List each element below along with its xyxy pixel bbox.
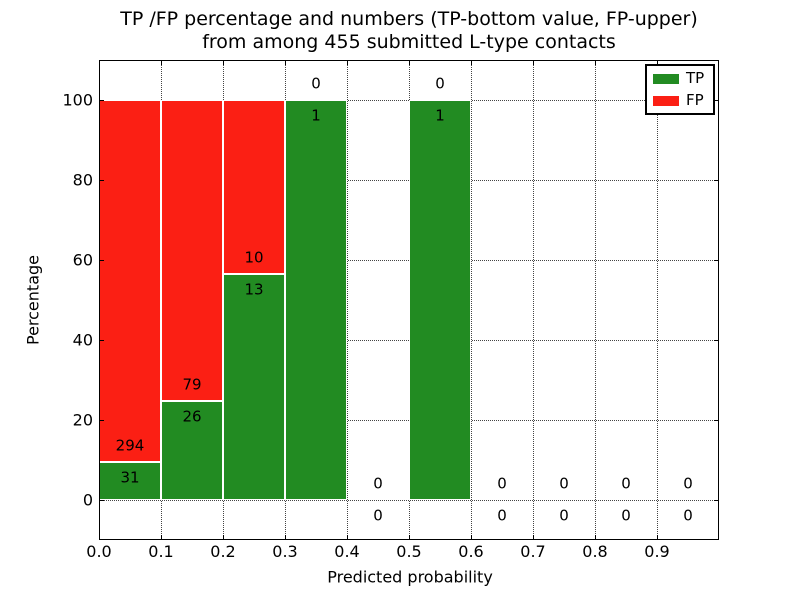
tp-bar-0 xyxy=(99,461,161,500)
gridline-x-0.4 xyxy=(347,60,348,540)
tp-count-label-7: 0 xyxy=(559,506,569,525)
x-tick-bottom-0.0 xyxy=(99,535,100,539)
y-tick-left-100 xyxy=(100,100,104,101)
y-tick-left-80 xyxy=(100,180,104,181)
fp-count-label-4: 0 xyxy=(373,474,383,493)
tp-count-label-9: 0 xyxy=(683,506,693,525)
x-tick-top-0.3 xyxy=(285,61,286,65)
tp-bar-1 xyxy=(161,400,223,500)
fp-color-swatch xyxy=(653,95,679,106)
gridline-x-0.6 xyxy=(471,60,472,540)
x-tick-label-0.5: 0.5 xyxy=(396,542,422,561)
y-tick-label-60: 60 xyxy=(72,250,93,270)
tp-count-label-8: 0 xyxy=(621,506,631,525)
y-tick-right-80 xyxy=(714,180,718,181)
tp-count-label-3: 1 xyxy=(311,106,321,125)
y-tick-left-60 xyxy=(100,260,104,261)
fp-count-label-0: 294 xyxy=(115,436,145,455)
x-tick-bottom-0.9 xyxy=(657,535,658,539)
x-tick-top-0.2 xyxy=(223,61,224,65)
x-tick-bottom-0.2 xyxy=(223,535,224,539)
chart-title-line2: from among 455 submitted L-type contacts xyxy=(202,31,616,53)
x-tick-bottom-0.1 xyxy=(161,535,162,539)
tp-count-label-1: 26 xyxy=(182,407,202,426)
x-tick-label-0.0: 0.0 xyxy=(86,542,112,561)
legend: TP FP xyxy=(645,64,715,115)
legend-item-tp: TP xyxy=(653,71,707,86)
x-tick-label-0.6: 0.6 xyxy=(458,542,484,561)
x-tick-top-0.0 xyxy=(99,61,100,65)
x-tick-top-0.1 xyxy=(161,61,162,65)
x-tick-bottom-0.4 xyxy=(347,535,348,539)
fp-count-label-2: 10 xyxy=(244,248,264,267)
tp-count-label-2: 13 xyxy=(244,280,264,299)
tp-count-label-5: 1 xyxy=(435,106,445,125)
y-tick-label-80: 80 xyxy=(72,170,93,190)
x-tick-top-0.5 xyxy=(409,61,410,65)
x-tick-top-0.9 xyxy=(657,61,658,65)
x-tick-label-0.8: 0.8 xyxy=(582,542,608,561)
x-tick-label-0.7: 0.7 xyxy=(520,542,546,561)
chart-title-line1: TP /FP percentage and numbers (TP-bottom… xyxy=(120,8,698,30)
x-tick-bottom-0.7 xyxy=(533,535,534,539)
fp-count-label-5: 0 xyxy=(435,74,445,93)
chart-title: TP /FP percentage and numbers (TP-bottom… xyxy=(99,8,719,54)
x-tick-top-0.7 xyxy=(533,61,534,65)
fp-count-label-7: 0 xyxy=(559,474,569,493)
tp-count-label-6: 0 xyxy=(497,506,507,525)
y-tick-left-20 xyxy=(100,420,104,421)
y-tick-left-0 xyxy=(100,500,104,501)
x-tick-top-0.4 xyxy=(347,61,348,65)
y-tick-label-40: 40 xyxy=(72,330,93,350)
y-tick-right-20 xyxy=(714,420,718,421)
legend-label-tp: TP xyxy=(686,69,705,87)
gridline-x-0.9 xyxy=(657,60,658,540)
x-tick-label-0.4: 0.4 xyxy=(334,542,360,561)
tp-bar-3 xyxy=(285,100,347,500)
legend-item-fp: FP xyxy=(653,93,707,108)
tp-color-swatch xyxy=(653,73,679,84)
x-axis-label: Predicted probability xyxy=(327,567,493,587)
y-tick-label-20: 20 xyxy=(72,410,93,430)
y-tick-label-0: 0 xyxy=(82,490,93,510)
x-tick-bottom-0.3 xyxy=(285,535,286,539)
y-tick-label-100: 100 xyxy=(62,90,93,110)
fp-count-label-6: 0 xyxy=(497,474,507,493)
x-tick-bottom-0.5 xyxy=(409,535,410,539)
x-tick-label-0.3: 0.3 xyxy=(272,542,298,561)
fp-bar-1 xyxy=(161,100,223,401)
y-tick-left-40 xyxy=(100,340,104,341)
fp-count-label-1: 79 xyxy=(182,375,202,394)
y-tick-right-100 xyxy=(714,100,718,101)
fp-bar-0 xyxy=(99,100,161,462)
fp-count-label-9: 0 xyxy=(683,474,693,493)
x-tick-bottom-0.8 xyxy=(595,535,596,539)
x-tick-bottom-0.6 xyxy=(471,535,472,539)
x-tick-label-0.1: 0.1 xyxy=(148,542,174,561)
y-tick-right-0 xyxy=(714,500,718,501)
x-tick-label-0.2: 0.2 xyxy=(210,542,236,561)
gridline-x-0.7 xyxy=(533,60,534,540)
y-tick-right-40 xyxy=(714,340,718,341)
fp-count-label-3: 0 xyxy=(311,74,321,93)
tp-count-label-0: 31 xyxy=(120,468,140,487)
y-tick-right-60 xyxy=(714,260,718,261)
legend-label-fp: FP xyxy=(686,91,704,109)
x-tick-top-0.8 xyxy=(595,61,596,65)
x-tick-top-0.6 xyxy=(471,61,472,65)
tp-bar-2 xyxy=(223,273,285,500)
x-tick-label-0.9: 0.9 xyxy=(644,542,670,561)
tp-count-label-4: 0 xyxy=(373,506,383,525)
gridline-x-0.8 xyxy=(595,60,596,540)
fp-count-label-8: 0 xyxy=(621,474,631,493)
tp-bar-5 xyxy=(409,100,471,500)
fp-bar-2 xyxy=(223,100,285,274)
